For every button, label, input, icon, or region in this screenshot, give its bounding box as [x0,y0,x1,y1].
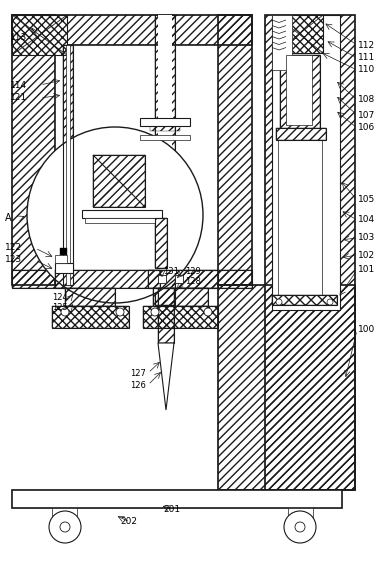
Text: 121: 121 [10,94,27,103]
Bar [272,15,292,70]
Bar [12,490,342,508]
Text: 202: 202 [120,518,137,527]
Bar [52,306,129,328]
Bar [148,270,218,288]
Bar [265,15,355,490]
Bar [153,288,208,306]
Bar [55,270,160,288]
Text: 124: 124 [52,294,68,303]
Text: 125: 125 [52,303,68,312]
Text: 201: 201 [163,506,180,514]
Bar [155,218,167,268]
Circle shape [60,522,70,532]
Bar [276,128,326,140]
Circle shape [276,299,282,305]
Text: 100: 100 [358,325,375,335]
Bar [218,15,252,285]
Text: 110: 110 [358,66,375,74]
Bar [52,508,77,518]
Bar [55,45,218,270]
Bar [155,218,167,268]
Bar [175,275,183,283]
Bar [12,270,252,288]
Circle shape [27,127,203,303]
Bar [143,306,218,328]
Bar [153,288,208,306]
Polygon shape [158,343,174,410]
Text: 128: 128 [185,277,201,286]
Text: 114: 114 [10,81,27,90]
Bar [150,126,180,131]
Text: A: A [5,213,11,223]
Text: 122: 122 [5,243,22,252]
Bar [143,306,218,328]
Bar [93,155,145,207]
Circle shape [284,511,316,543]
Text: 101: 101 [358,265,375,274]
Bar [12,270,252,288]
Bar [278,140,322,295]
Bar [288,508,313,518]
Text: 131: 131 [163,268,179,277]
Text: 113: 113 [10,33,27,43]
Bar [272,15,340,310]
Bar [286,55,312,125]
Text: 107: 107 [358,111,375,120]
Text: 129: 129 [185,268,201,277]
Circle shape [327,299,333,305]
Text: 123: 123 [5,256,22,264]
Bar [82,210,162,218]
Bar [155,15,175,305]
Bar [55,270,160,288]
Text: 102: 102 [358,251,375,260]
Text: 111: 111 [358,53,375,62]
Bar [280,55,320,130]
Bar [12,15,252,45]
Bar [280,55,320,130]
Bar [63,45,73,285]
Text: 108: 108 [358,95,375,104]
Bar [218,285,355,490]
Bar [52,306,129,328]
Bar [86,213,154,218]
Text: 112: 112 [358,40,375,49]
Bar [275,15,323,53]
Circle shape [61,308,69,316]
Bar [85,218,155,223]
Bar [66,45,70,285]
Circle shape [151,308,159,316]
Bar [272,295,337,305]
Bar [148,270,218,288]
Circle shape [295,522,305,532]
Text: 126: 126 [130,380,146,390]
Bar [65,288,115,306]
Bar [65,288,115,306]
Text: 127: 127 [130,369,146,378]
Bar [55,263,73,273]
Circle shape [204,308,212,316]
Bar [272,295,337,305]
Bar [140,118,190,126]
Circle shape [49,511,81,543]
Circle shape [116,308,124,316]
Bar [158,288,174,343]
Bar [158,288,174,343]
Bar [12,15,67,55]
Text: 106: 106 [358,124,375,133]
Bar [93,155,145,207]
Bar [158,275,166,283]
Bar [12,15,55,285]
Bar [60,248,67,255]
Bar [55,255,67,263]
Bar [276,128,326,140]
Text: 104: 104 [358,215,375,225]
Text: 105: 105 [358,196,375,205]
Bar [140,135,190,140]
Bar [155,15,175,305]
Bar [63,45,73,285]
Bar [158,15,172,300]
Text: 103: 103 [358,234,375,243]
